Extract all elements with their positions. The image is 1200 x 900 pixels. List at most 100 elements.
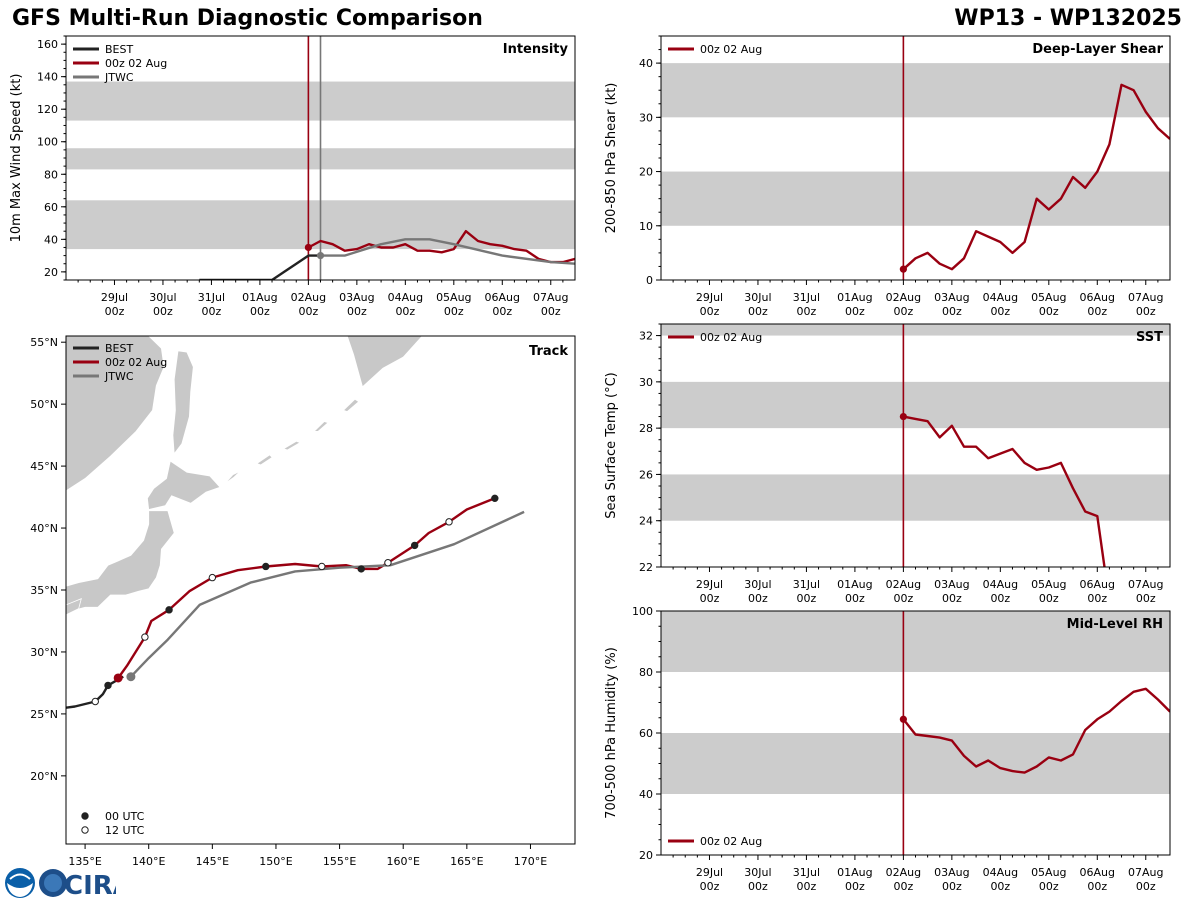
intensity-xtick-hour: 00z [541, 305, 561, 318]
intensity-xtick-hour: 00z [298, 305, 318, 318]
shear-xtick-hour: 00z [893, 305, 913, 318]
track-xtick-label: 135°E [68, 855, 101, 868]
sst-xtick-hour: 00z [700, 592, 720, 605]
track-point-best-12utc [445, 518, 453, 526]
rh-ytick-label: 100 [632, 605, 653, 618]
track-xtick-label: 165°E [450, 855, 483, 868]
intensity-ytick-label: 100 [37, 136, 58, 149]
track-marker-legend-label: 12 UTC [105, 824, 145, 837]
rh-xtick-hour: 00z [942, 880, 962, 893]
sst-plot-area [661, 324, 1170, 567]
sst-xtick-date: 02Aug [886, 578, 921, 591]
sst-ytick-label: 24 [639, 515, 653, 528]
track-panel-title: Track [529, 344, 568, 359]
intensity-xtick-hour: 00z [105, 305, 125, 318]
rh-ytick-label: 80 [639, 666, 653, 679]
rh-ytick-label: 60 [639, 727, 653, 740]
sst-xtick-hour: 00z [1136, 592, 1156, 605]
shear-ytick-label: 40 [639, 57, 653, 70]
intensity-xtick-date: 01Aug [242, 291, 277, 304]
shear-ytick-label: 20 [639, 166, 653, 179]
rh-xtick-hour: 00z [893, 880, 913, 893]
track-xtick-label: 155°E [323, 855, 356, 868]
svg-text:CIRA: CIRA [64, 871, 116, 900]
track-point-best-00utc [104, 681, 112, 690]
sst-xtick-date: 04Aug [983, 578, 1018, 591]
rh-xtick-hour: 00z [1136, 880, 1156, 893]
sst-init-point-run [899, 412, 907, 421]
rh-xtick-hour: 00z [748, 880, 768, 893]
shear-xtick-hour: 00z [748, 305, 768, 318]
sst-xtick-date: 06Aug [1080, 578, 1115, 591]
rh-ytick-label: 20 [639, 849, 653, 862]
rh-panel-title: Mid-Level RH [1067, 617, 1163, 632]
shear-xtick-date: 29Jul [696, 291, 723, 304]
track-ytick-label: 40°N [30, 522, 58, 535]
track-point-best-12utc [91, 697, 99, 706]
shear-xtick-date: 06Aug [1080, 291, 1115, 304]
track-xtick-label: 140°E [132, 855, 165, 868]
shear-xtick-date: 04Aug [983, 291, 1018, 304]
land-sakhalin [172, 350, 194, 455]
shear-ytick-label: 30 [639, 111, 653, 124]
track-legend-label-best: BEST [105, 342, 133, 355]
storm-id-title: WP13 - WP132025 [954, 6, 1182, 31]
rh-shade-band [661, 733, 1170, 794]
intensity-xtick-date: 03Aug [339, 291, 374, 304]
rh-series-line-run [902, 687, 1170, 774]
shear-shade-band [661, 63, 1170, 118]
rh-xtick-date: 06Aug [1080, 866, 1115, 879]
intensity-xtick-date: 02Aug [291, 291, 326, 304]
intensity-ytick-label: 80 [44, 168, 58, 181]
intensity-init-point-run [304, 243, 312, 252]
sst-xtick-hour: 00z [990, 592, 1010, 605]
rh-xtick-date: 05Aug [1031, 866, 1066, 879]
track-ytick-label: 30°N [30, 646, 58, 659]
shear-xtick-hour: 00z [700, 305, 720, 318]
rh-plot-area [661, 611, 1170, 855]
rh-xtick-date: 03Aug [934, 866, 969, 879]
sst-xtick-hour: 00z [942, 592, 962, 605]
land-kurils-d [313, 421, 329, 432]
shear-xtick-hour: 00z [797, 305, 817, 318]
intensity-xtick-hour: 00z [202, 305, 222, 318]
sst-xtick-date: 30Jul [744, 578, 771, 591]
shear-panel-title: Deep-Layer Shear [1032, 42, 1163, 57]
track-marker-legend-filled [81, 812, 89, 820]
sst-xtick-date: 03Aug [934, 578, 969, 591]
track-ytick-label: 20°N [30, 770, 58, 783]
track-point-best-00utc [410, 541, 419, 550]
rh-xtick-hour: 00z [700, 880, 720, 893]
noaa-cira-logo: CIRA [5, 868, 116, 900]
track-point-best-12utc [318, 562, 326, 571]
rh-xtick-date: 04Aug [983, 866, 1018, 879]
track-marker-legend-label: 00 UTC [105, 810, 145, 823]
page-title: GFS Multi-Run Diagnostic Comparison [12, 6, 483, 31]
rh-xtick-date: 29Jul [696, 866, 723, 879]
intensity-xtick-date: 29Jul [101, 291, 128, 304]
rh-init-point-run [899, 715, 907, 723]
sst-ytick-label: 26 [639, 468, 653, 481]
intensity-xtick-hour: 00z [250, 305, 270, 318]
sst-legend-label-run: 00z 02 Aug [700, 331, 762, 344]
sst-shade-band [661, 381, 1170, 429]
shear-xtick-date: 31Jul [793, 291, 820, 304]
sst-ytick-label: 22 [639, 561, 653, 574]
sst-xtick-date: 31Jul [793, 578, 820, 591]
intensity-panel: 20 40 60 80 100 120 140 160 10m Max Wind Speed (… [9, 35, 576, 318]
rh-xtick-date: 31Jul [793, 866, 820, 879]
sst-shade-band [661, 324, 1170, 336]
rh-xtick-date: 01Aug [837, 866, 872, 879]
shear-xtick-date: 02Aug [886, 291, 921, 304]
sst-panel-title: SST [1136, 330, 1163, 345]
sst-xtick-date: 07Aug [1128, 578, 1163, 591]
shear-xtick-date: 01Aug [837, 291, 872, 304]
sst-xtick-hour: 00z [893, 592, 913, 605]
intensity-xtick-date: 30Jul [149, 291, 176, 304]
shear-xtick-hour: 00z [845, 305, 865, 318]
rh-xtick-hour: 00z [845, 880, 865, 893]
shear-xtick-hour: 00z [1087, 305, 1107, 318]
intensity-ytick-label: 140 [37, 71, 58, 84]
land-honshu [66, 510, 175, 613]
